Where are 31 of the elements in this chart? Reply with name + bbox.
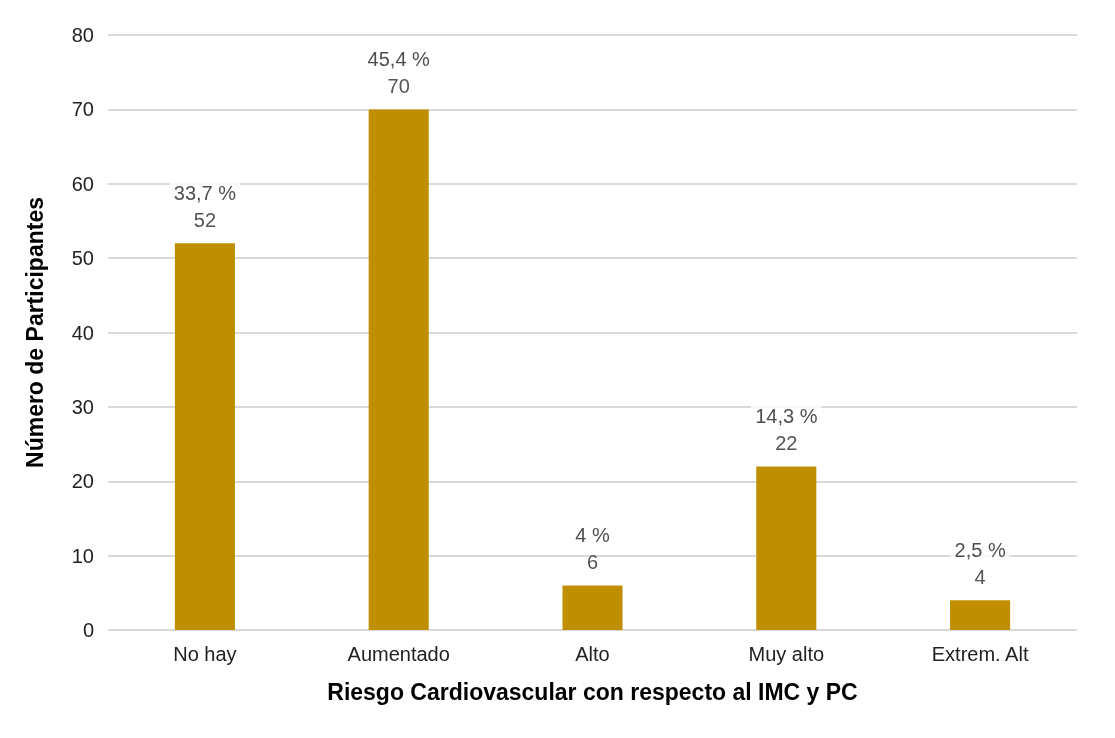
x-axis-title: Riesgo Cardiovascular con respecto al IMC y PC (327, 678, 858, 705)
bar (756, 466, 817, 630)
bar (174, 243, 235, 630)
data-label: 6 (586, 551, 599, 574)
annotation: 4 % (575, 524, 610, 547)
annotation: 45,4 % (367, 48, 431, 71)
bar (368, 109, 429, 630)
x-tick-label: Aumentado (347, 643, 450, 665)
y-tick-label: 70 (71, 98, 94, 121)
data-label: 70 (387, 75, 410, 98)
y-tick-label: 60 (71, 172, 94, 195)
data-label: 52 (193, 209, 217, 232)
y-tick-label: 50 (71, 247, 94, 270)
data-label: 22 (775, 432, 798, 455)
y-tick-label: 20 (71, 470, 94, 493)
x-tick-label: Alto (575, 643, 610, 665)
annotation: 14,3 % (755, 405, 818, 428)
x-tick-label: Muy alto (748, 643, 825, 665)
y-axis-title: Número de Participantes (21, 197, 48, 468)
annotation: 2,5 % (954, 539, 1006, 562)
x-tick-label: No hay (173, 643, 237, 665)
data-label: 4 (974, 566, 986, 589)
x-tick-label: Extrem. Alt (931, 643, 1029, 665)
annotation: 33,7 % (173, 182, 237, 205)
y-tick-label: 80 (71, 24, 94, 46)
y-tick-label: 0 (82, 619, 94, 641)
y-tick-label: 10 (71, 544, 94, 567)
y-tick-label: 30 (71, 395, 94, 418)
bar (950, 600, 1011, 630)
y-tick-label: 40 (71, 321, 94, 344)
bar (562, 585, 623, 630)
